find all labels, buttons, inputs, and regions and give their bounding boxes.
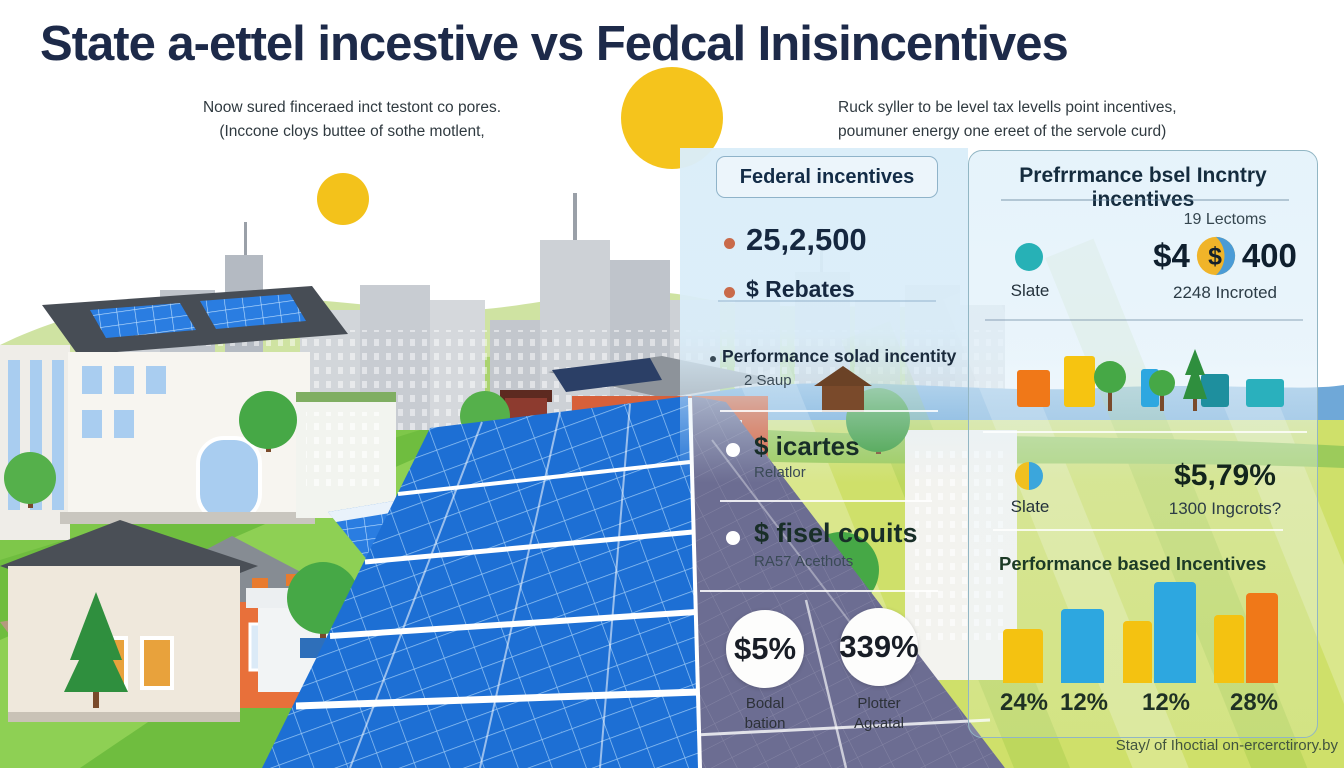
federal-panel-background — [680, 148, 968, 768]
federal-incentives-section: Federal incentives 25,2,500 $ Rebates Pe… — [680, 148, 968, 768]
divider — [993, 529, 1283, 531]
performance-chart-title: Performance based Incentives — [999, 553, 1267, 574]
footer-note: Stay/ of Ihoctial on-ercerctirory.by — [1115, 737, 1338, 754]
bar-yellow-2 — [1123, 621, 1152, 683]
bullet-dot — [726, 443, 740, 457]
federal-header: Federal incentives — [716, 156, 938, 198]
subtitle-left-line1: Noow sured finceraed inct testont co por… — [202, 99, 502, 116]
bar-blue-2 — [1154, 582, 1196, 683]
federal-rebates: $ Rebates — [746, 276, 855, 302]
stat-value-1: $5% — [733, 631, 797, 666]
row2-value: $5,79% — [1174, 459, 1276, 492]
sun-small — [317, 173, 369, 225]
stat-circle-1: $5% — [726, 610, 804, 688]
bullet-dot — [724, 238, 735, 249]
pine-tree-icon — [1183, 349, 1207, 411]
bullet-dot — [724, 287, 735, 298]
divider — [1001, 199, 1289, 201]
subtitle-right-line2: poumuner energy one ereet of the servole… — [838, 123, 1167, 141]
tree-icon — [1094, 361, 1126, 411]
bar-orange-1 — [1246, 593, 1278, 683]
divider — [718, 300, 936, 302]
divider — [700, 590, 938, 592]
block-yellow — [1064, 356, 1095, 407]
stat-label-2: Plotter Agcatal — [853, 695, 905, 733]
bullet-dot — [710, 356, 716, 362]
pct-label-2: 12% — [1059, 689, 1109, 716]
block-orange — [1017, 370, 1050, 407]
subtitle-left-line2: (Inccone cloys buttee of sothe motlent, — [219, 123, 485, 141]
row1-sub: 2248 Incroted — [1173, 283, 1277, 302]
block-cyan — [1246, 379, 1284, 407]
fisel-couits-title: $ fisel couits — [754, 518, 918, 548]
bar-blue-1 — [1061, 609, 1104, 683]
performance-panel: Prefrrmance bsel Incntry incentives 19 L… — [968, 150, 1318, 738]
block-teal — [1201, 374, 1229, 407]
coin-icon: $ — [1196, 236, 1235, 276]
divider — [985, 319, 1303, 321]
bullet-dot — [726, 531, 740, 545]
performance-bar-chart — [969, 582, 1317, 683]
house-icon — [814, 366, 872, 412]
tree-icon — [1149, 370, 1175, 411]
stat-circle-2: 339% — [839, 608, 919, 686]
federal-amount: 25,2,500 — [746, 222, 867, 257]
slate-label-1: Slate — [1010, 281, 1050, 300]
slate-label-2: Slate — [1010, 497, 1050, 516]
row1-value: $4 $ 400 — [1119, 235, 1317, 277]
pct-label-1: 24% — [999, 689, 1049, 716]
bar-yellow-1 — [1003, 629, 1043, 683]
stat-label-1: Bodal bation — [744, 695, 786, 733]
divider — [983, 431, 1307, 433]
svg-text:$: $ — [1208, 244, 1222, 271]
row2-sub: 1300 Ingcrots? — [1168, 499, 1282, 518]
lectoms-note: 19 Lectoms — [1183, 211, 1267, 228]
stat-value-2: 339% — [839, 629, 919, 664]
icartes-title: $ icartes — [754, 431, 860, 461]
divider — [720, 500, 932, 502]
pct-label-4: 28% — [1229, 689, 1279, 716]
solar-farm — [262, 396, 702, 768]
performance-solad-sub: 2 Saup — [744, 372, 792, 389]
page-title: State a-ettel incestive vs Fedcal Inisin… — [40, 17, 1069, 71]
fisel-couits-sub: RA57 Acethots — [754, 553, 854, 570]
bar-yellow-3 — [1214, 615, 1244, 683]
decor-block-row — [969, 350, 1317, 407]
subtitle-right-line1: Ruck syller to be level tax levells poin… — [838, 99, 1177, 116]
teal-circle-icon — [1015, 243, 1043, 271]
subtitle-left: Noow sured finceraed inct testont co por… — [152, 96, 552, 144]
performance-solad-title: Performance solad incentity — [722, 346, 957, 366]
divider — [720, 410, 938, 412]
pct-label-3: 12% — [1141, 689, 1191, 716]
performance-panel-header: Prefrrmance bsel Incntry incentives — [1019, 164, 1267, 211]
half-circle-icon — [1015, 462, 1043, 490]
subtitle-right: Ruck syller to be level tax levells poin… — [838, 96, 1258, 144]
icartes-sub: Relatlor — [754, 464, 806, 481]
